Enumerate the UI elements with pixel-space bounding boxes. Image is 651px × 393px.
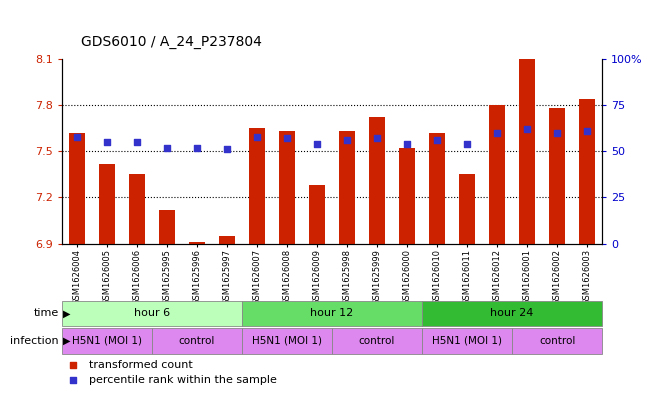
Bar <box>489 105 505 244</box>
Text: infection: infection <box>10 336 59 346</box>
Bar <box>98 163 115 244</box>
Text: ▶: ▶ <box>63 336 71 346</box>
Bar <box>242 301 422 326</box>
Bar <box>279 131 296 244</box>
Text: transformed count: transformed count <box>89 360 193 370</box>
Bar <box>152 328 242 354</box>
Bar <box>459 174 475 244</box>
Bar <box>399 148 415 244</box>
Point <box>342 137 352 143</box>
Bar <box>62 301 242 326</box>
Bar <box>189 242 205 244</box>
Bar <box>422 328 512 354</box>
Point <box>132 139 142 145</box>
Bar <box>332 328 422 354</box>
Point <box>582 128 592 134</box>
Point <box>432 137 442 143</box>
Point <box>68 362 78 368</box>
Bar <box>339 131 355 244</box>
Bar <box>422 301 602 326</box>
Bar <box>219 236 235 244</box>
Bar <box>549 108 566 244</box>
Text: hour 24: hour 24 <box>490 309 534 318</box>
Text: hour 12: hour 12 <box>311 309 353 318</box>
Bar <box>579 99 596 244</box>
Text: control: control <box>179 336 215 346</box>
Text: ▶: ▶ <box>63 309 71 318</box>
Text: H5N1 (MOI 1): H5N1 (MOI 1) <box>252 336 322 346</box>
Point <box>522 126 533 132</box>
Text: H5N1 (MOI 1): H5N1 (MOI 1) <box>432 336 502 346</box>
Bar <box>159 210 175 244</box>
Point <box>191 145 202 151</box>
Point <box>161 145 172 151</box>
Point <box>102 139 112 145</box>
Bar <box>429 133 445 244</box>
Bar <box>309 185 326 244</box>
Point <box>68 376 78 383</box>
Text: hour 6: hour 6 <box>134 309 170 318</box>
Point <box>252 133 262 140</box>
Text: time: time <box>33 309 59 318</box>
Bar <box>242 328 332 354</box>
Bar <box>519 59 535 244</box>
Bar <box>249 128 265 244</box>
Text: percentile rank within the sample: percentile rank within the sample <box>89 375 277 385</box>
Point <box>402 141 412 147</box>
Point <box>72 133 82 140</box>
Text: H5N1 (MOI 1): H5N1 (MOI 1) <box>72 336 142 346</box>
Bar <box>68 133 85 244</box>
Text: GDS6010 / A_24_P237804: GDS6010 / A_24_P237804 <box>81 35 262 49</box>
Bar <box>368 118 385 244</box>
Bar <box>512 328 602 354</box>
Bar <box>62 328 152 354</box>
Point <box>282 135 292 141</box>
Point <box>552 130 562 136</box>
Point <box>312 141 322 147</box>
Point <box>492 130 503 136</box>
Text: control: control <box>539 336 575 346</box>
Text: control: control <box>359 336 395 346</box>
Bar <box>129 174 145 244</box>
Point <box>222 146 232 152</box>
Point <box>372 135 382 141</box>
Point <box>462 141 473 147</box>
